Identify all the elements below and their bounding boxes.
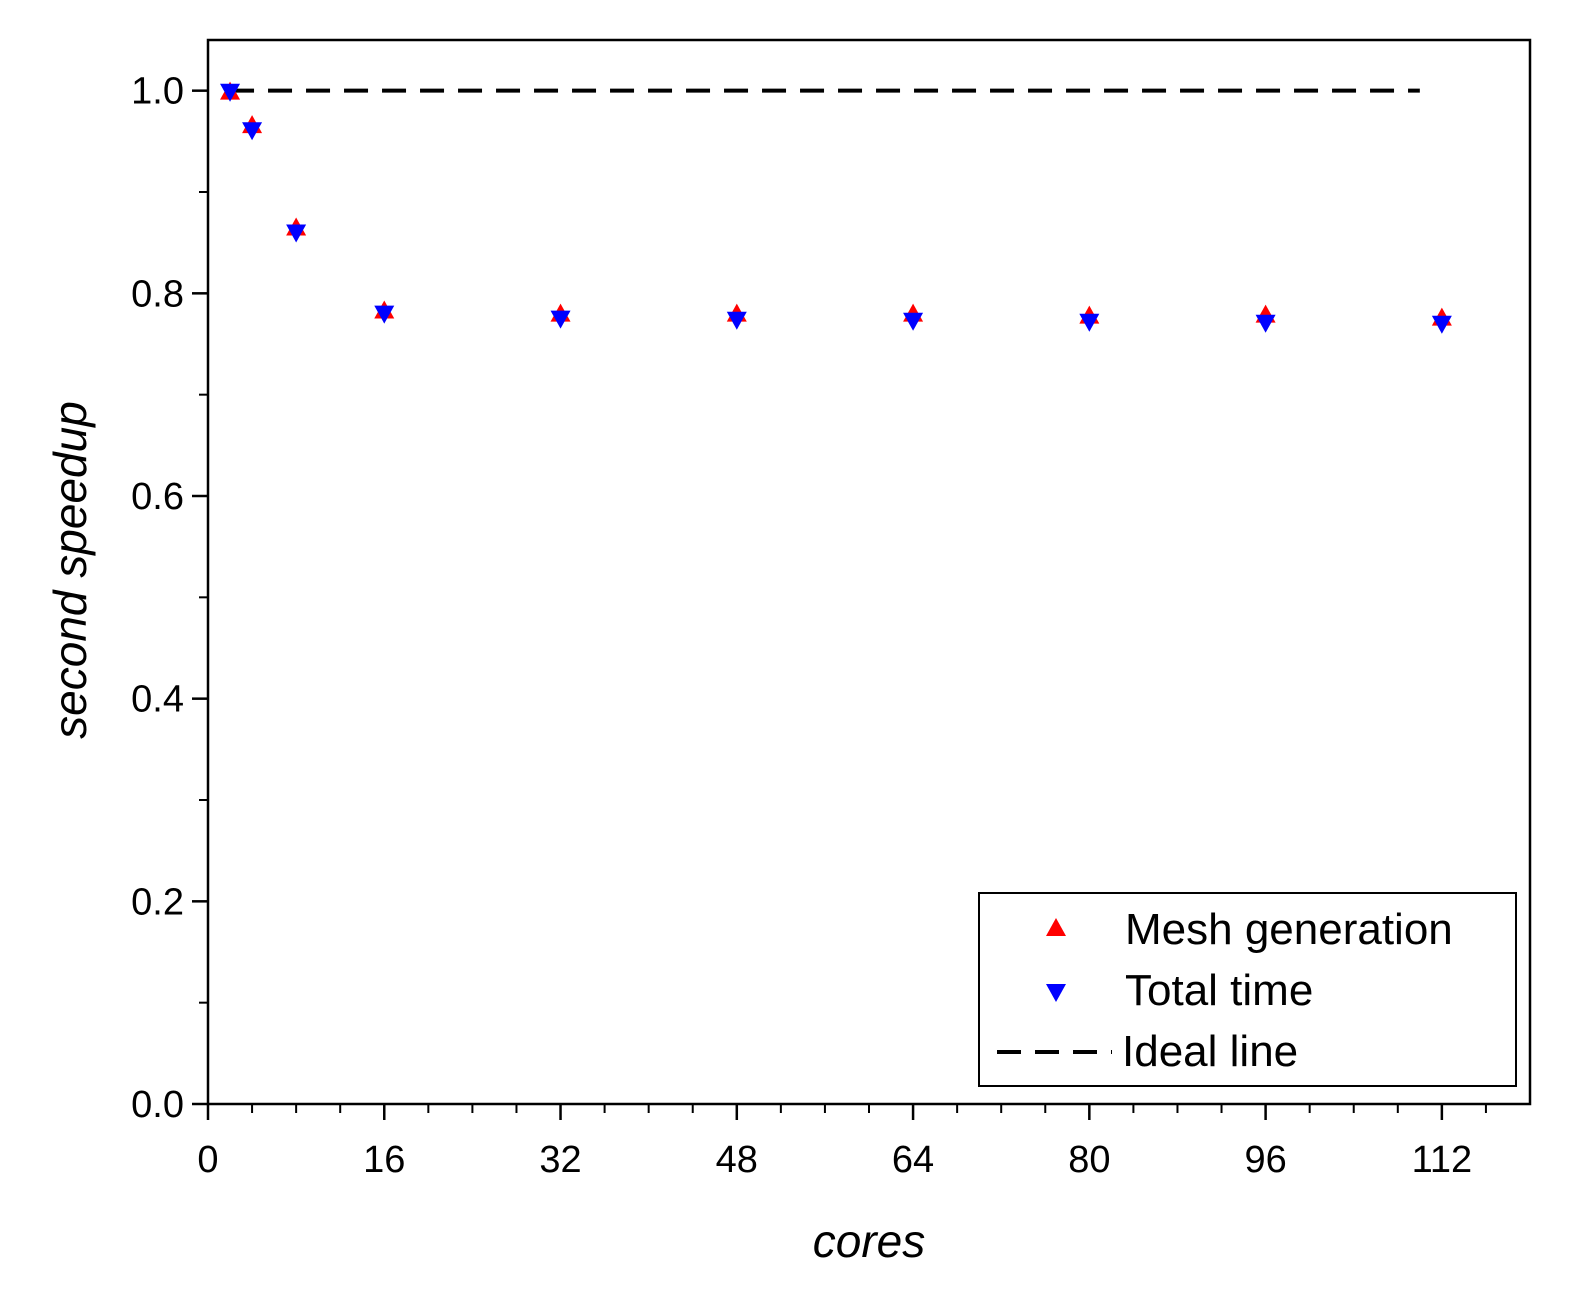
legend-triangle-down-icon bbox=[1046, 984, 1066, 1002]
x-tick-label: 64 bbox=[892, 1139, 934, 1181]
y-tick-label: 0.2 bbox=[131, 881, 184, 923]
legend-label-total-time: Total time bbox=[1125, 966, 1313, 1015]
legend-box bbox=[978, 892, 1517, 1087]
y-tick-label: 0.4 bbox=[131, 679, 184, 721]
total-time-point bbox=[1079, 313, 1100, 332]
x-tick-label: 96 bbox=[1244, 1139, 1286, 1181]
x-tick-label: 16 bbox=[363, 1139, 405, 1181]
legend: Mesh generation Total time Ideal line bbox=[978, 892, 1517, 1087]
legend-label-ideal-line: Ideal line bbox=[1122, 1027, 1298, 1076]
y-tick-label: 0.6 bbox=[131, 476, 184, 518]
x-tick-label: 80 bbox=[1068, 1139, 1110, 1181]
legend-triangle-up-icon bbox=[1046, 918, 1066, 936]
total-time-point bbox=[726, 311, 747, 330]
x-tick-label: 112 bbox=[1412, 1139, 1473, 1181]
y-tick-label: 1.0 bbox=[131, 71, 184, 113]
total-time-point bbox=[1255, 314, 1276, 333]
total-time-point bbox=[903, 312, 924, 331]
total-time-point bbox=[374, 305, 395, 324]
legend-label-mesh-generation: Mesh generation bbox=[1125, 905, 1453, 954]
total-time-point bbox=[550, 310, 571, 329]
total-time-point bbox=[286, 224, 307, 243]
total-time-point bbox=[242, 122, 263, 141]
x-axis: 0 16 32 48 64 80 96 112 bbox=[197, 1104, 1487, 1181]
data-points bbox=[220, 81, 1452, 334]
x-tick-label: 0 bbox=[197, 1139, 218, 1181]
x-axis-title: cores bbox=[813, 1215, 925, 1267]
total-time-point bbox=[220, 83, 241, 102]
y-tick-label: 0.8 bbox=[131, 273, 184, 315]
y-axis-title: second speedup bbox=[44, 401, 96, 739]
x-tick-label: 48 bbox=[716, 1139, 758, 1181]
x-tick-label: 32 bbox=[539, 1139, 581, 1181]
y-axis: 0.0 0.2 0.4 0.6 0.8 1.0 bbox=[131, 71, 208, 1126]
total-time-point bbox=[1431, 315, 1452, 334]
y-tick-label: 0.0 bbox=[131, 1084, 184, 1126]
